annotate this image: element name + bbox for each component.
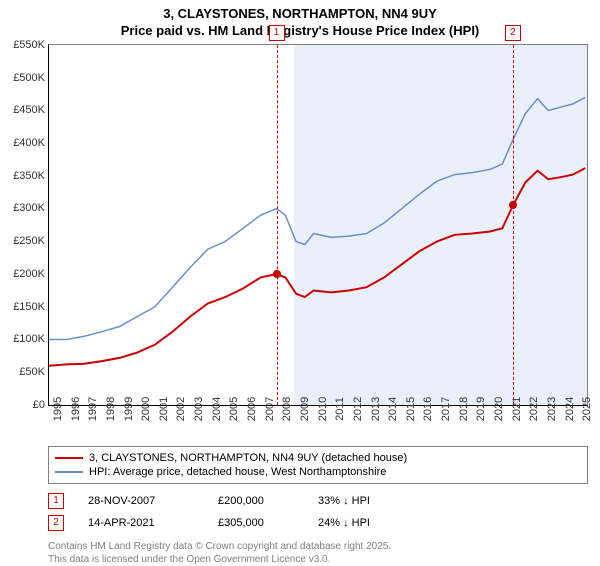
x-tick-label: 2021	[511, 397, 523, 421]
footer-line-1: Contains HM Land Registry data © Crown c…	[48, 540, 588, 553]
x-tick-label: 2012	[352, 397, 364, 421]
x-tick-label: 1998	[105, 397, 117, 421]
y-tick-label: £50K	[19, 366, 45, 378]
series-hpi	[49, 97, 585, 339]
y-tick-label: £300K	[13, 202, 45, 214]
x-tick-label: 2018	[458, 397, 470, 421]
sale-diff: 24% ↓ HPI	[318, 517, 370, 529]
x-tick-label: 2004	[211, 397, 223, 421]
sale-dot	[273, 270, 281, 278]
x-tick-label: 1995	[52, 397, 64, 421]
sale-price: £200,000	[218, 495, 318, 507]
sale-dot	[509, 201, 517, 209]
y-tick-label: £150K	[13, 301, 45, 313]
sale-marker-box: 1	[269, 25, 285, 41]
x-tick-label: 2022	[528, 397, 540, 421]
x-tick-label: 1997	[87, 397, 99, 421]
legend-row: HPI: Average price, detached house, West…	[55, 465, 581, 479]
x-tick-label: 2008	[281, 397, 293, 421]
series-price_paid	[49, 168, 585, 366]
y-tick-label: £250K	[13, 235, 45, 247]
sale-row: 2 14-APR-2021£305,00024% ↓ HPI	[48, 512, 588, 534]
legend-label: HPI: Average price, detached house, West…	[89, 466, 386, 478]
x-tick-label: 2023	[546, 397, 558, 421]
x-tick-label: 2017	[440, 397, 452, 421]
y-tick-label: £400K	[13, 137, 45, 149]
x-tick-label: 2011	[334, 397, 346, 421]
sale-marker-box: 2	[505, 25, 521, 41]
y-tick-label: £550K	[13, 39, 45, 51]
y-tick-label: £0	[33, 399, 45, 411]
title-line-1: 3, CLAYSTONES, NORTHAMPTON, NN4 9UY	[0, 6, 600, 23]
sale-date: 14-APR-2021	[88, 517, 218, 529]
x-tick-label: 2016	[422, 397, 434, 421]
x-tick-label: 2010	[317, 397, 329, 421]
legend-row: 3, CLAYSTONES, NORTHAMPTON, NN4 9UY (det…	[55, 451, 581, 465]
y-tick-label: £100K	[13, 333, 45, 345]
y-tick-label: £200K	[13, 268, 45, 280]
x-tick-label: 2002	[175, 397, 187, 421]
footer-attribution: Contains HM Land Registry data © Crown c…	[48, 540, 588, 566]
x-tick-label: 2019	[475, 397, 487, 421]
x-tick-label: 1996	[70, 397, 82, 421]
sale-date: 28-NOV-2007	[88, 495, 218, 507]
x-tick-label: 2024	[564, 397, 576, 421]
legend-label: 3, CLAYSTONES, NORTHAMPTON, NN4 9UY (det…	[89, 452, 407, 464]
x-tick-label: 2025	[581, 397, 593, 421]
chart-plot-area: £0£50K£100K£150K£200K£250K£300K£350K£400…	[48, 44, 588, 406]
sale-row: 1 28-NOV-2007£200,00033% ↓ HPI	[48, 490, 588, 512]
x-tick-label: 2003	[193, 397, 205, 421]
legend: 3, CLAYSTONES, NORTHAMPTON, NN4 9UY (det…	[48, 446, 588, 484]
y-tick-label: £350K	[13, 170, 45, 182]
x-tick-label: 2000	[140, 397, 152, 421]
sale-row-marker: 2	[48, 515, 64, 531]
x-tick-label: 2001	[158, 397, 170, 421]
x-tick-label: 2009	[299, 397, 311, 421]
sale-row-marker: 1	[48, 493, 64, 509]
sale-price: £305,000	[218, 517, 318, 529]
x-tick-label: 2007	[264, 397, 276, 421]
sale-marker-line	[277, 45, 278, 405]
x-tick-label: 2006	[246, 397, 258, 421]
x-axis-labels: 1995199619971998199920002001200220032004…	[48, 406, 588, 446]
x-tick-label: 2005	[228, 397, 240, 421]
sales-table: 1 28-NOV-2007£200,00033% ↓ HPI 2 14-APR-202…	[48, 490, 588, 534]
x-tick-label: 1999	[123, 397, 135, 421]
sale-marker-line	[513, 45, 514, 405]
y-tick-label: £450K	[13, 104, 45, 116]
y-tick-label: £500K	[13, 72, 45, 84]
sale-diff: 33% ↓ HPI	[318, 495, 370, 507]
footer-line-2: This data is licensed under the Open Gov…	[48, 553, 588, 566]
x-tick-label: 2020	[493, 397, 505, 421]
x-tick-label: 2013	[370, 397, 382, 421]
x-tick-label: 2015	[405, 397, 417, 421]
legend-swatch	[55, 471, 83, 473]
x-tick-label: 2014	[387, 397, 399, 421]
chart-lines	[49, 45, 587, 405]
legend-swatch	[55, 457, 83, 459]
